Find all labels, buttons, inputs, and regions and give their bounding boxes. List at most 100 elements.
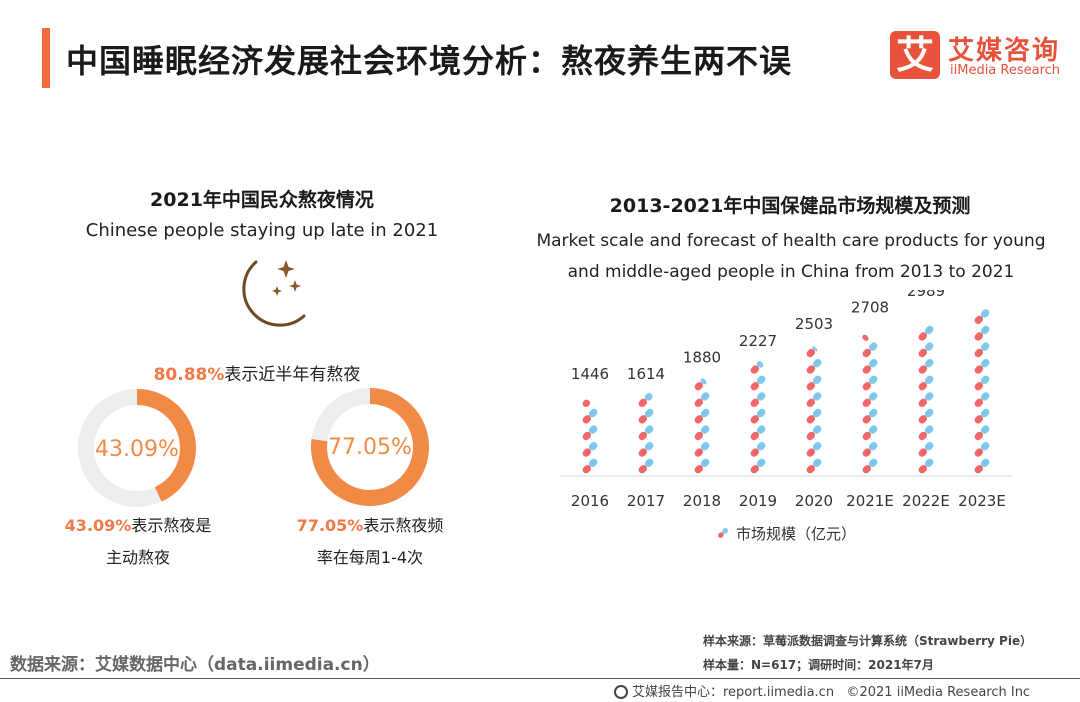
capsule-partial — [806, 346, 818, 358]
x-tick-label: 2022E — [902, 492, 950, 510]
brand-logo-en: iiMedia Research — [950, 63, 1061, 78]
title-accent-bar — [42, 28, 50, 88]
left-chart-title: 2021年中国民众熬夜情况 — [150, 189, 374, 211]
late-night-stat-text: 表示近半年有熬夜 — [224, 365, 361, 385]
page-title: 中国睡眠经济发展社会环境分析：熬夜养生两不误 — [66, 42, 793, 80]
capsule — [918, 325, 934, 341]
capsule-partial — [638, 393, 653, 407]
bar-value-label: 1880 — [683, 348, 721, 366]
donut-frequency-caption-line2: 率在每周1-4次 — [316, 548, 424, 567]
x-tick-label: 2018 — [683, 492, 721, 510]
capsule — [806, 458, 822, 474]
capsule — [918, 442, 934, 457]
x-tick-label: 2019 — [739, 492, 777, 510]
capsule — [974, 458, 990, 474]
donut-frequency-arc — [311, 388, 429, 506]
capsule — [862, 425, 878, 441]
footer-bar: 艾媒报告中心：report.iimedia.cn ©2021 iiMedia R… — [614, 681, 1030, 700]
bar-chart-legend: 市场规模（亿元） — [718, 525, 856, 543]
late-night-stat: 80.88%表示近半年有熬夜 — [154, 360, 361, 385]
capsule — [974, 342, 990, 358]
donut-active-caption-line2: 主动熬夜 — [105, 548, 170, 567]
sample-source: 样本来源：草莓派数据调查与计算系统（Strawberry Pie） — [703, 634, 1033, 648]
capsule-partial — [862, 334, 869, 341]
bar-2019: 2227 2019 — [739, 332, 777, 510]
bar-2023E: 32822023E — [958, 309, 1006, 510]
capsule — [750, 392, 766, 407]
left-chart-subtitle: Chinese people staying up late in 2021 — [85, 220, 439, 241]
late-night-stat-value: 80.88% — [153, 365, 225, 385]
capsule — [694, 442, 710, 457]
bar-2017: 1614 2017 — [627, 365, 665, 510]
donut-active-caption-value: 43.09% — [64, 516, 132, 535]
bar-chart-title: 2013-2021年中国保健品市场规模及预测 — [609, 195, 971, 217]
bar-2022E: 2989 2022E — [902, 290, 950, 510]
x-tick-label: 2023E — [958, 492, 1006, 510]
donut-frequency-caption: 77.05%表示熬夜频 率在每周1-4次 — [297, 510, 444, 574]
capsule — [694, 458, 710, 474]
data-source: 数据来源：艾媒数据中心（data.iimedia.cn） — [10, 655, 380, 675]
globe-icon — [614, 685, 628, 699]
capsule — [806, 359, 822, 374]
capsule — [918, 458, 934, 474]
bar-2016: 1446 2016 — [571, 365, 609, 510]
capsule — [750, 425, 766, 441]
capsule — [694, 392, 710, 407]
capsule — [750, 442, 766, 457]
capsule — [862, 392, 878, 407]
bar-chart-subtitle-line2: and middle-aged people in China from 201… — [567, 262, 1015, 282]
bar-value-label: 2989 — [907, 290, 945, 300]
capsule — [918, 392, 934, 407]
donut-active-caption: 43.09%表示熬夜是 主动熬夜 — [65, 510, 212, 574]
copyright: ©2021 iiMedia Research Inc — [846, 685, 1031, 700]
capsule — [694, 425, 710, 441]
capsule — [750, 408, 766, 424]
sample-info: 样本量：N=617；调研时间：2021年7月 — [703, 658, 934, 672]
donut-chart-active: 43.09% — [78, 389, 196, 507]
donut-active-caption-line1: 表示熬夜是 — [131, 516, 212, 535]
capsule — [582, 408, 598, 424]
donut-frequency-center-label: 77.05% — [328, 435, 412, 460]
capsule — [974, 392, 990, 407]
capsule — [806, 425, 822, 441]
capsule — [806, 442, 822, 457]
capsule-partial — [750, 361, 764, 374]
capsule — [862, 408, 878, 424]
legend-capsule-icon — [718, 528, 728, 538]
capsule — [750, 458, 766, 474]
capsule — [974, 359, 990, 374]
capsule — [582, 425, 598, 441]
capsule — [974, 309, 990, 324]
capsule — [862, 375, 878, 391]
capsule — [974, 425, 990, 441]
market-scale-bar-chart: 1446 2016 1614 2017 1880 2018 2227 2019 2503 2020… — [560, 290, 1012, 543]
capsule — [638, 408, 654, 424]
footer-divider — [0, 678, 1080, 679]
capsule — [974, 442, 990, 457]
bar-2020: 2503 2020 — [795, 315, 833, 510]
capsule — [638, 442, 654, 457]
capsule — [806, 408, 822, 424]
bar-chart-bars: 1446 2016 1614 2017 1880 2018 2227 2019 2503 2020… — [571, 290, 1006, 510]
x-tick-label: 2016 — [571, 492, 609, 510]
donut-chart-frequency: 77.05% — [311, 388, 429, 506]
donut-frequency-caption-line1: 表示熬夜频 — [363, 516, 444, 535]
moon-stars-icon — [242, 260, 306, 327]
donut-active-arc — [78, 389, 196, 507]
bar-value-label: 2503 — [795, 315, 833, 333]
bar-value-label: 1614 — [627, 365, 665, 383]
bar-chart-subtitle-line1: Market scale and forecast of health care… — [536, 231, 1046, 251]
donut-active-center-label: 43.09% — [95, 437, 179, 462]
bar-value-label: 2227 — [739, 332, 777, 350]
x-tick-label: 2017 — [627, 492, 665, 510]
capsule — [862, 342, 878, 358]
report-center-link[interactable]: 艾媒报告中心：report.iimedia.cn — [632, 685, 835, 700]
capsule — [862, 359, 878, 374]
capsule — [974, 325, 990, 341]
capsule — [694, 408, 710, 424]
capsule — [638, 458, 654, 474]
bar-chart-subtitle: Market scale and forecast of health care… — [536, 226, 1045, 288]
capsule — [918, 359, 934, 374]
capsule-partial — [582, 399, 591, 407]
capsule — [918, 375, 934, 391]
